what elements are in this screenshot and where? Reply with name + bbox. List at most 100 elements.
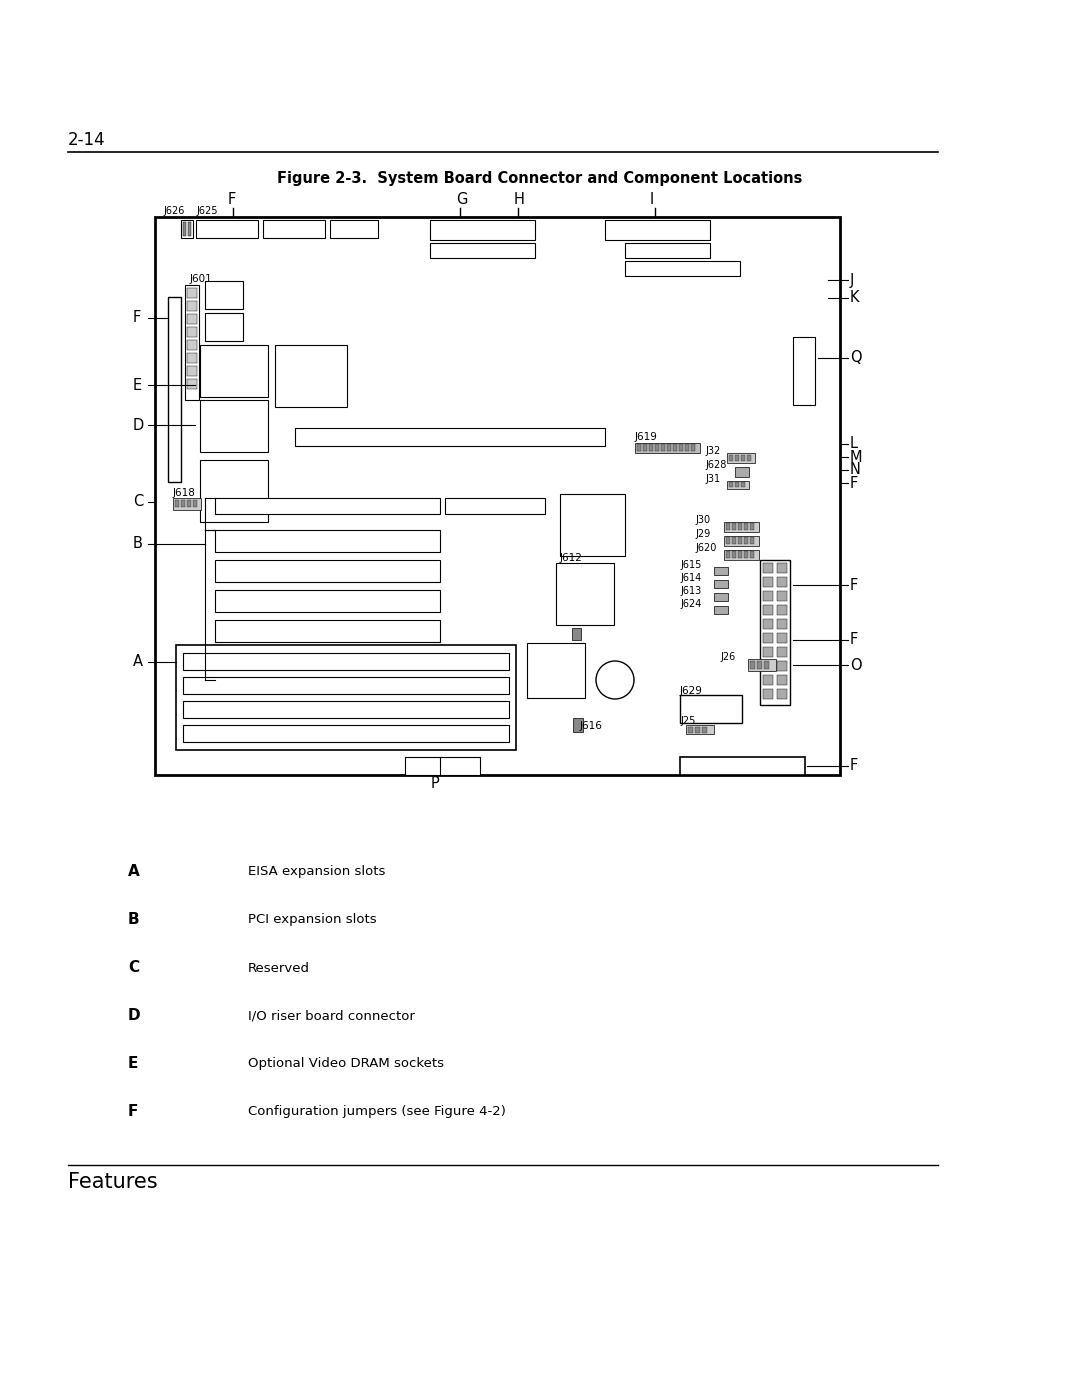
Bar [726, 550, 730, 557]
Bar [680, 694, 742, 724]
Bar [680, 757, 805, 775]
Bar [777, 633, 787, 643]
Text: A: A [133, 655, 143, 669]
Text: J625: J625 [195, 205, 217, 217]
Bar [762, 577, 773, 587]
Bar [750, 522, 754, 529]
Bar [188, 222, 191, 236]
Bar [762, 661, 773, 671]
Text: J624: J624 [680, 599, 701, 609]
Bar [724, 536, 759, 546]
Bar [724, 550, 759, 560]
Bar [643, 444, 647, 451]
Bar [625, 243, 710, 258]
Text: F: F [228, 193, 237, 208]
Bar [654, 444, 659, 451]
Bar [714, 567, 728, 576]
Bar [605, 219, 710, 240]
Bar [762, 689, 773, 698]
Bar [762, 605, 773, 615]
Bar [727, 481, 750, 489]
Bar [667, 444, 671, 451]
Bar [187, 366, 197, 376]
Bar [295, 427, 605, 446]
Bar [724, 522, 759, 532]
Bar [764, 661, 769, 669]
Bar [748, 659, 777, 671]
Bar [679, 444, 683, 451]
Text: I/O riser board connector: I/O riser board connector [248, 1010, 415, 1023]
Text: F: F [850, 475, 859, 490]
Bar [187, 288, 197, 298]
Bar [187, 339, 197, 351]
Bar [727, 453, 755, 462]
Bar [762, 647, 773, 657]
Bar [750, 550, 754, 557]
Text: F: F [850, 633, 859, 647]
Bar [726, 536, 730, 543]
Text: H: H [514, 193, 525, 208]
Text: Figure 2-3.  System Board Connector and Component Locations: Figure 2-3. System Board Connector and C… [278, 170, 802, 186]
Bar [741, 482, 745, 488]
Text: EISA expansion slots: EISA expansion slots [248, 866, 386, 879]
Bar [735, 482, 739, 488]
Bar [738, 536, 742, 543]
Bar [556, 563, 615, 624]
Bar [264, 219, 325, 237]
Bar [702, 726, 707, 733]
Text: J628: J628 [705, 460, 727, 469]
Bar [205, 281, 243, 309]
Text: K: K [850, 291, 860, 306]
Bar [741, 455, 745, 461]
Text: J613: J613 [680, 585, 701, 597]
Bar [330, 219, 378, 237]
Bar [747, 455, 751, 461]
Text: P: P [431, 775, 440, 791]
Bar [215, 650, 440, 672]
Bar [215, 497, 440, 514]
Bar [673, 444, 677, 451]
Text: J601: J601 [190, 274, 213, 284]
Text: F: F [850, 577, 859, 592]
Bar [777, 675, 787, 685]
Bar [430, 219, 535, 240]
Bar [696, 726, 700, 733]
Bar [635, 443, 700, 453]
Bar [275, 345, 347, 407]
Text: J31: J31 [705, 474, 720, 483]
Text: D: D [129, 1009, 140, 1024]
Bar [777, 591, 787, 601]
Bar [168, 298, 181, 482]
Text: PCI expansion slots: PCI expansion slots [248, 914, 377, 926]
Bar [200, 460, 268, 522]
Bar [187, 379, 197, 388]
Bar [732, 536, 735, 543]
Bar [625, 261, 740, 277]
Bar [686, 725, 714, 733]
Bar [777, 647, 787, 657]
Text: J618: J618 [173, 488, 195, 497]
Bar [205, 313, 243, 341]
Bar [183, 701, 509, 718]
Bar [738, 522, 742, 529]
Bar [215, 529, 440, 552]
Text: N: N [850, 462, 861, 478]
Bar [726, 522, 730, 529]
Bar [735, 467, 750, 476]
Text: M: M [850, 450, 863, 464]
Text: J25: J25 [680, 717, 696, 726]
Text: D: D [133, 418, 145, 433]
Text: 2-14: 2-14 [68, 131, 106, 149]
Bar [527, 643, 585, 698]
Bar [777, 563, 787, 573]
Bar [714, 592, 728, 601]
Bar [744, 550, 748, 557]
Bar [193, 500, 197, 507]
Bar [735, 455, 739, 461]
Text: J: J [850, 272, 854, 288]
Bar [185, 285, 199, 400]
Text: J32: J32 [705, 446, 720, 455]
Bar [732, 550, 735, 557]
Bar [175, 500, 179, 507]
Bar [430, 243, 535, 258]
